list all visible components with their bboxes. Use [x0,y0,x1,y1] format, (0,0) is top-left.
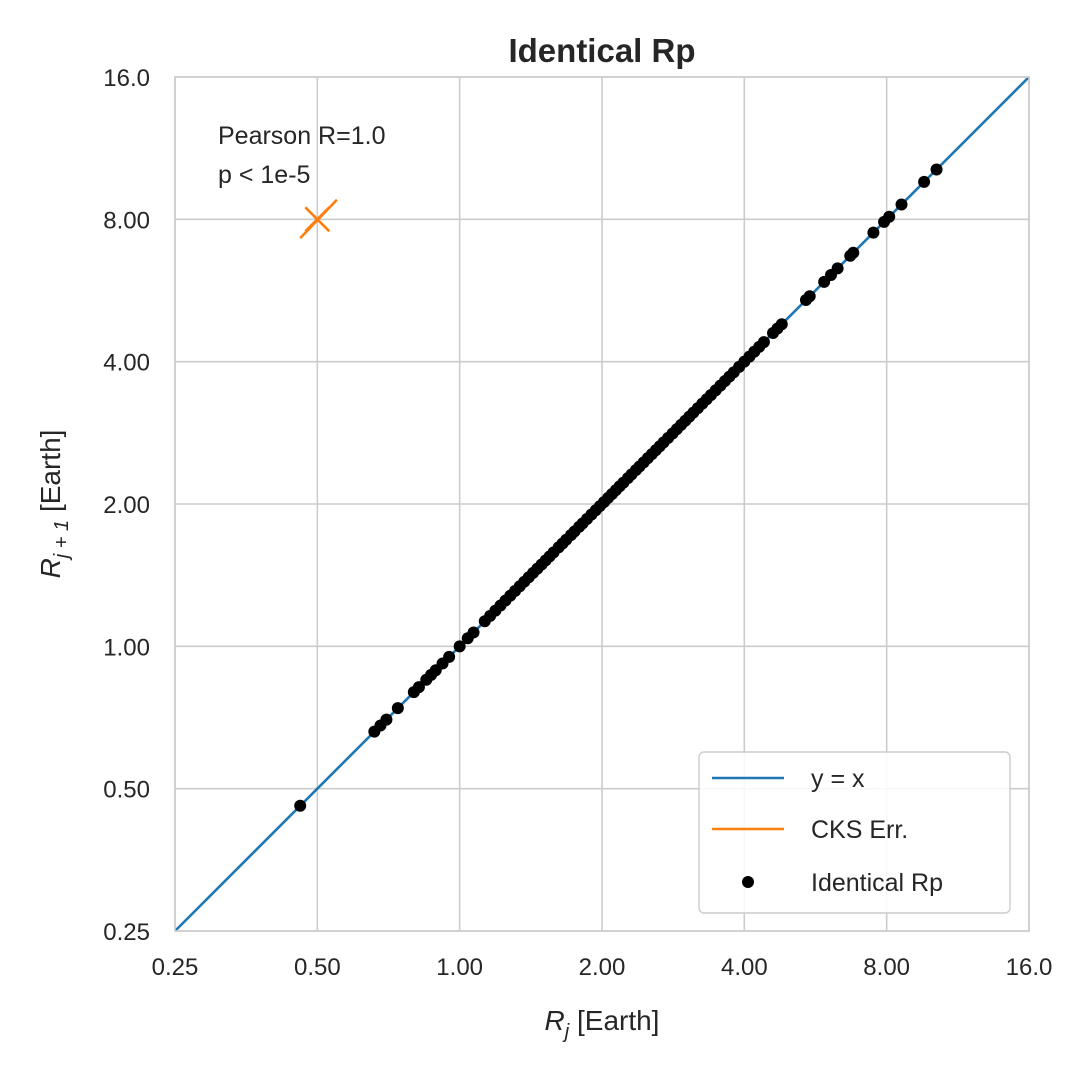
data-point [467,626,480,639]
y-tick-label: 0.25 [103,919,150,946]
data-point [391,702,404,715]
data-point [895,198,908,211]
y-tick-label: 2.00 [103,492,150,519]
data-point [443,650,456,663]
x-tick-label: 1.00 [436,954,483,981]
legend-label-y-equals-x: y = x [811,765,865,793]
x-axis-label: Rj [Earth] [545,1005,660,1043]
x-tick-label: 8.00 [863,954,910,981]
chart-title: Identical Rp [508,32,695,69]
x-tick-label: 4.00 [721,954,768,981]
x-tick-label: 16.0 [1006,954,1053,981]
data-point [803,290,816,303]
x-axis-label-sub: j [562,1021,570,1043]
legend-label-cks-err: CKS Err. [811,816,908,844]
data-point [412,681,425,694]
data-point [775,318,788,331]
y-axis-label-suffix: [Earth] [35,430,66,520]
y-axis-label-main: R [35,558,66,578]
x-tick-label: 0.25 [152,954,199,981]
y-tick-label: 4.00 [103,350,150,377]
pearson-annotation: Pearson R=1.0 [218,122,385,150]
data-point [883,210,896,223]
y-axis-label-sub: j + 1 [51,520,73,561]
legend-label-identical-rp: Identical Rp [811,869,943,897]
data-point [867,226,880,239]
x-axis-label-suffix: [Earth] [569,1005,659,1036]
y-tick-label: 16.0 [103,65,150,92]
legend-box [698,751,1011,914]
data-point [930,163,943,176]
y-tick-label: 1.00 [103,634,150,661]
tick-labels: 0.25 0.50 1.00 2.00 4.00 8.00 16.0 0.25 0.50 1.00… [103,65,1052,981]
data-layer [174,76,1030,932]
data-point [380,713,393,726]
legend-marker-identical-rp [742,876,754,888]
cks-error-cross [304,206,331,233]
x-tick-label: 2.00 [579,954,626,981]
p-value-annotation: p < 1e-5 [218,161,310,189]
data-point [847,246,860,259]
plot-frame [174,76,1030,932]
data-point [918,175,931,188]
y-tick-label: 0.50 [103,777,150,804]
data-point [757,336,770,349]
y-axis-label: Rj + 1 [Earth] [35,430,73,579]
x-tick-label: 0.50 [294,954,341,981]
data-point [453,640,466,653]
legend: y = x CKS Err. Identical Rp [698,751,1011,914]
y-tick-label: 8.00 [103,207,150,234]
data-point [294,799,307,812]
x-axis-label-main: R [545,1005,565,1036]
data-point [831,262,844,275]
